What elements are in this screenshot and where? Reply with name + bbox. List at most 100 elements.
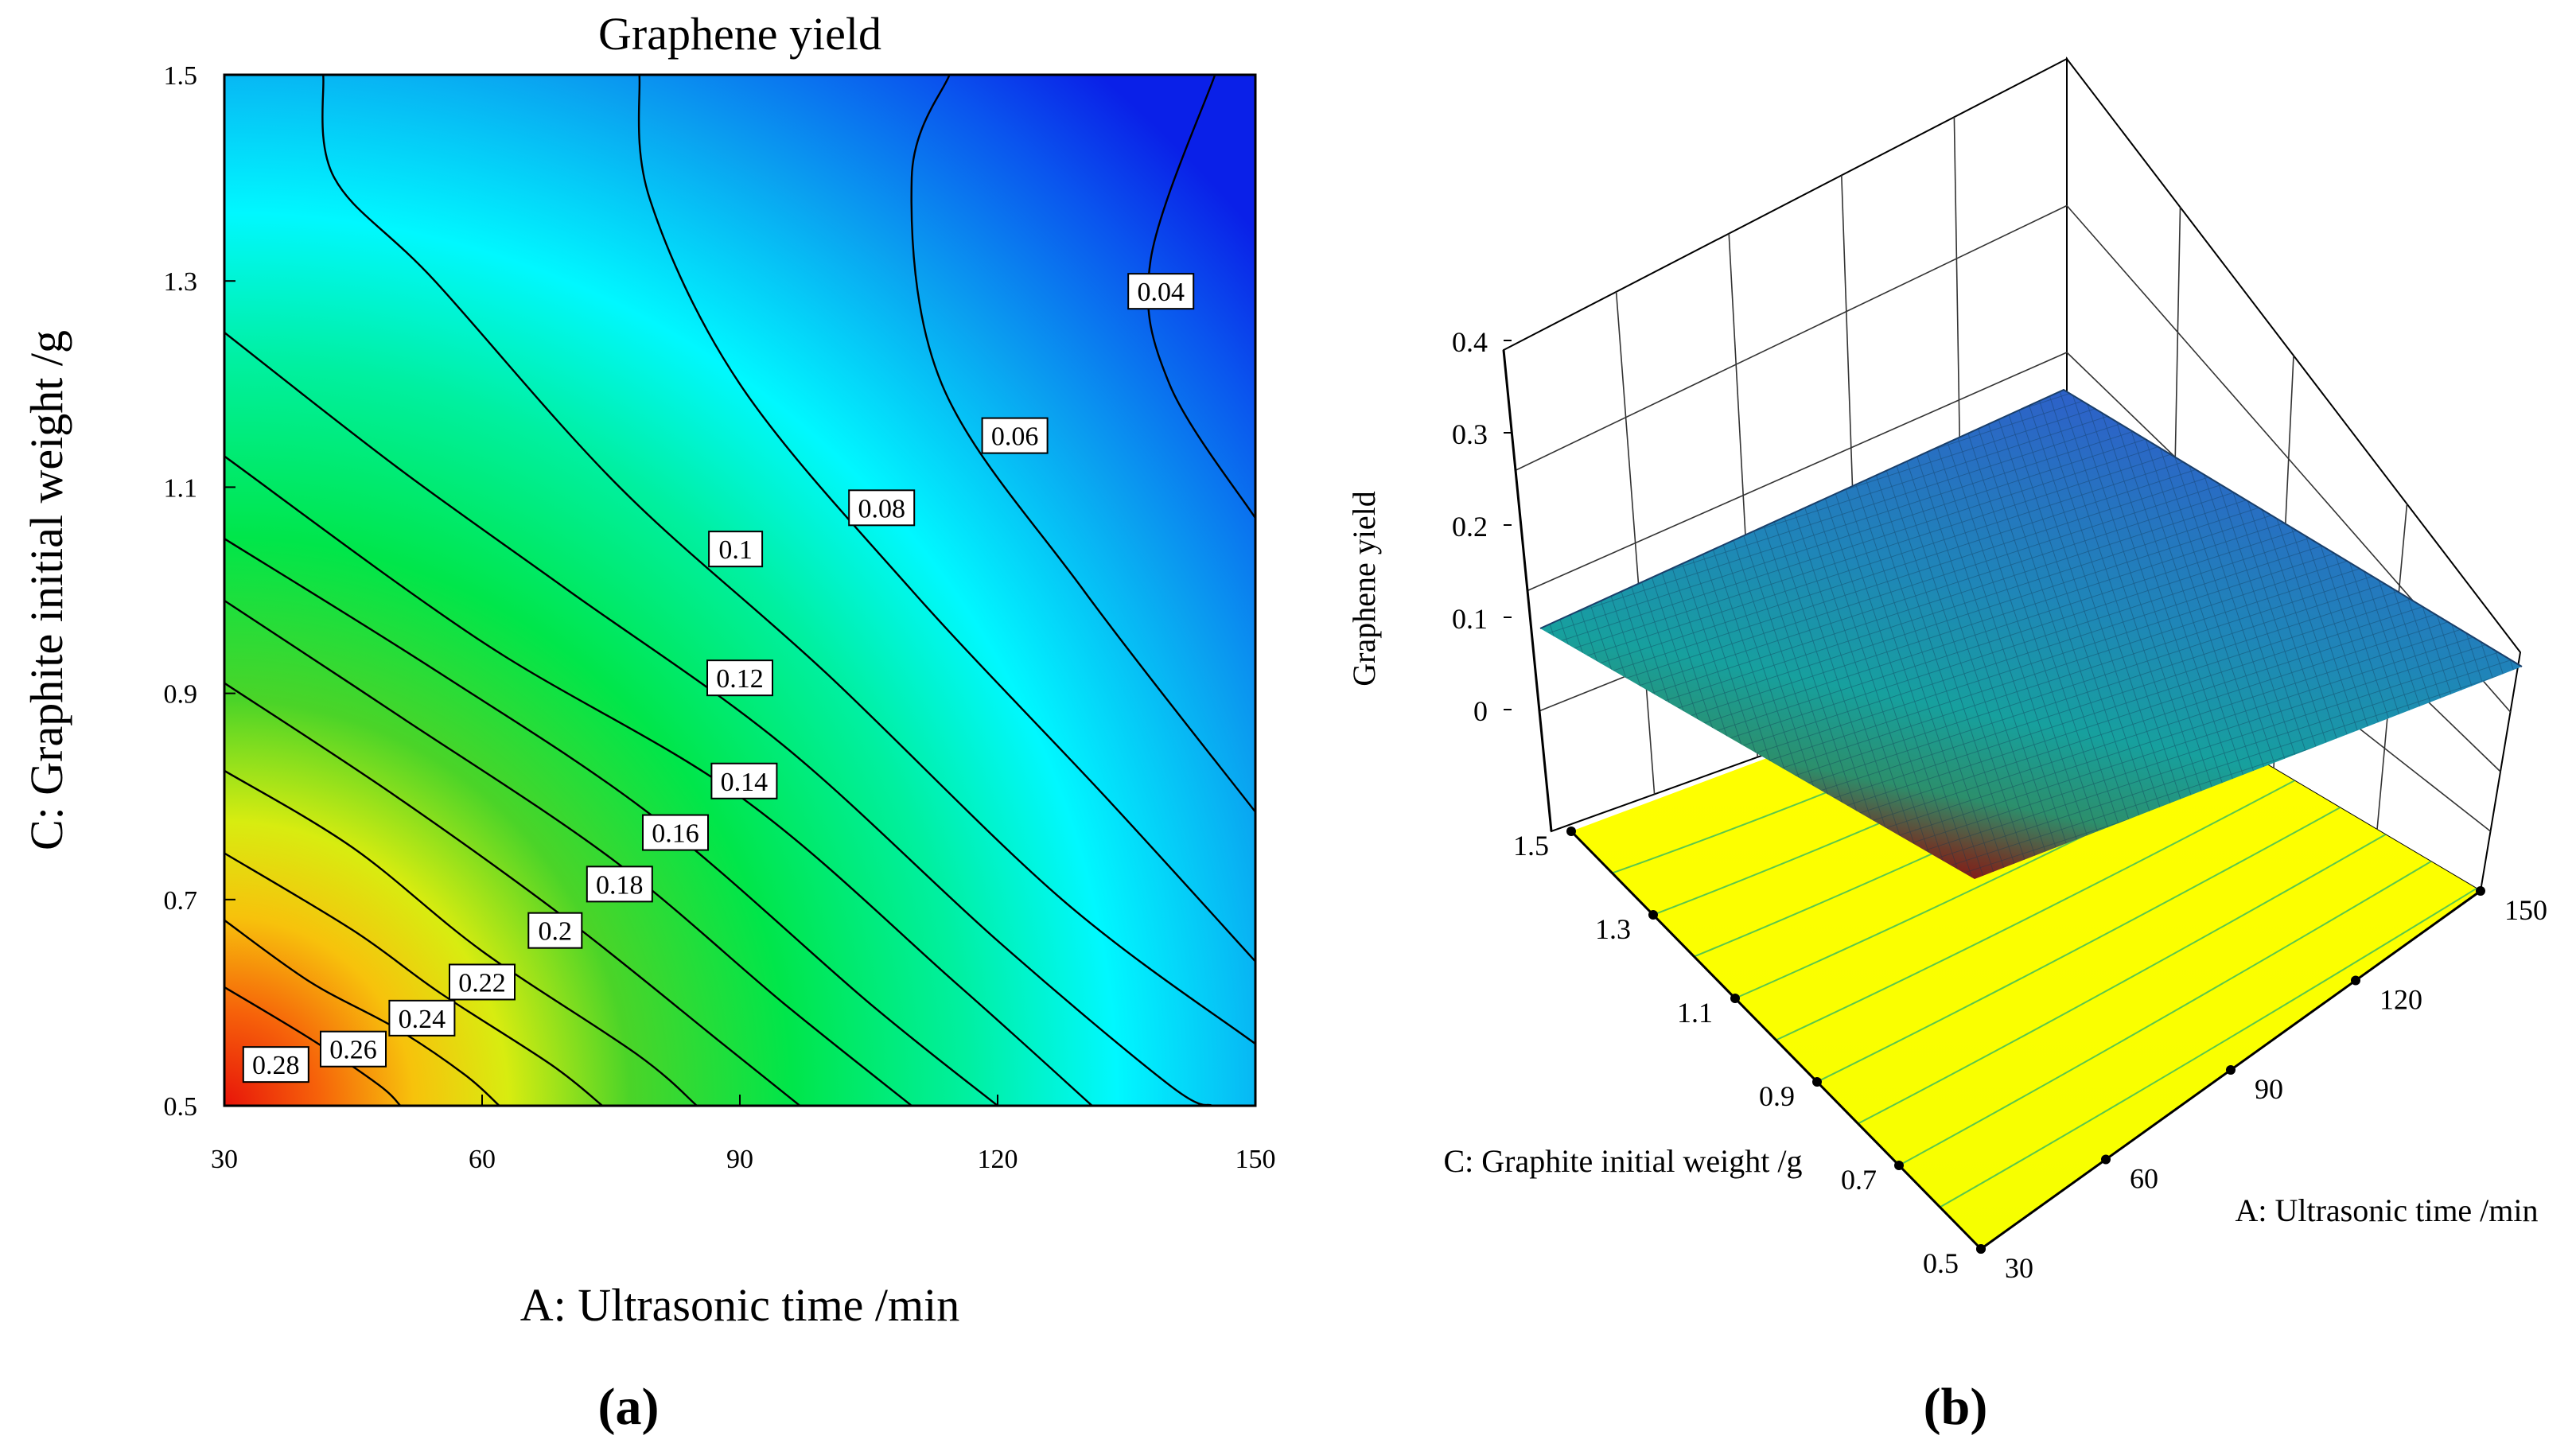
contour-label-text: 0.22 [458,968,506,998]
c-tick-label: 0.5 [1923,1247,1959,1279]
contour-label-box [1127,273,1195,310]
c-axis-ticks-b: 1.5 1.3 1.1 0.9 0.7 0.5 [1513,827,1986,1279]
a-tick-label: 60 [2130,1163,2158,1195]
z-tick-label: 0 [1473,695,1488,727]
wall-grid-line [1515,204,2068,471]
a-tick-dot [2351,975,2360,986]
contour-line-0.2 [224,682,801,1106]
contour-label-box [848,489,916,527]
a-tick-dot [2101,1154,2111,1165]
x-tick-label: 150 [1235,1145,1276,1174]
contour-line-0.04 [1146,75,1255,519]
contour-line-0.16 [224,538,998,1106]
z-axis-line [1502,349,1553,832]
contour-label-box [586,865,653,903]
z-tick-label: 0.4 [1452,326,1488,358]
y-tick-label: 0.7 [164,886,198,916]
contour-label-0.28: 0.28 [242,1046,309,1083]
contour-label-text: 0.2 [539,917,573,947]
c-tick-label: 1.5 [1513,830,1549,862]
a-tick-label: 150 [2504,894,2547,926]
contour-line-0.24 [224,852,603,1106]
contour-label-0.04: 0.04 [1127,273,1195,310]
y-tick-label: 0.9 [164,680,198,710]
y-tick-label: 0.5 [164,1092,198,1122]
contour-label-text: 0.24 [399,1005,446,1034]
contour-label-box [710,762,778,799]
a-tick-dot [1976,1244,1986,1254]
floor-response-plane [1571,646,2481,1249]
contour-labels: 0.04 0.06 0.08 0.1 0.12 0.14 0.16 0.18 0.2 0.22 0.… [242,273,1195,1083]
contour-line-0.06 [910,75,1255,813]
y-axis-label-a: C: Graphite initial weight /g [21,330,72,850]
x-tick-label: 60 [469,1145,496,1174]
contour-label-0.24: 0.24 [388,999,456,1037]
c-tick-dot [1812,1077,1822,1087]
contour-label-box [320,1030,387,1068]
surface-panel-b: 0 0.1 0.2 0.3 0.4 1.5 1.3 1.1 0.9 0.7 0.5 30 60 90 1… [1346,56,2547,1436]
contour-label-text: 0.18 [596,870,644,900]
y-tick-label: 1.1 [164,473,198,503]
contour-line-0.12 [224,332,1213,1106]
contour-line-0.18 [224,599,912,1106]
contour-panel-a: Graphene yield 0.040.060.080.10.120.140.… [21,8,1276,1436]
z-tick-label: 0.3 [1452,418,1488,450]
floor-contour-line [1816,807,2341,1083]
contour-heatmap-fill [224,75,1255,1106]
a-axis-ticks-b: 30 60 90 120 150 [1976,886,2547,1284]
contour-label-box [706,659,773,697]
z-tick-label: 0.2 [1452,511,1488,543]
contour-label-0.22: 0.22 [449,963,516,1001]
z-axis-ticks-b: 0 0.1 0.2 0.3 0.4 [1452,326,1512,727]
panel-label-b: (b) [1924,1378,1988,1436]
y-tick-label: 1.3 [164,267,198,297]
c-tick-label: 0.9 [1759,1080,1795,1112]
x-axis-label-a: A: Ultrasonic time /min [520,1279,960,1331]
c-tick-label: 1.3 [1595,913,1631,945]
x-tick-label: 30 [211,1145,238,1174]
z-axis-label-b: Graphene yield [1346,491,1382,686]
contour-line-0.08 [637,75,1255,963]
x-axis-ticks-a: 30 60 90 120 150 [211,1095,1276,1174]
contour-label-box [242,1046,309,1083]
contour-label-0.14: 0.14 [710,762,778,799]
y-tick-label: 1.5 [164,61,198,91]
a-axis-label-b: A: Ultrasonic time /min [2235,1192,2538,1228]
contour-label-text: 0.12 [716,664,764,694]
a-tick-dot [2476,886,2485,896]
contour-label-text: 0.06 [991,422,1039,452]
chart-a-title: Graphene yield [598,8,881,60]
contour-label-box [388,999,456,1037]
contour-label-text: 0.08 [858,494,905,523]
surface-edge [1539,388,2523,667]
c-axis-line [1570,830,1983,1251]
contour-label-text: 0.26 [329,1036,377,1065]
contour-label-0.1: 0.1 [708,531,764,568]
c-tick-dot [1566,827,1576,836]
contour-label-0.08: 0.08 [848,489,916,527]
contour-label-0.2: 0.2 [527,912,583,949]
a-tick-dot [2226,1065,2236,1075]
wall-grid-line [1527,352,2068,592]
contour-label-box [642,814,709,851]
a-tick-label: 120 [2379,984,2422,1016]
a-tick-label: 90 [2255,1073,2283,1105]
contour-label-box [708,531,764,568]
c-tick-dot [1730,994,1740,1003]
c-tick-label: 1.1 [1677,997,1713,1029]
z-tick-label: 0.1 [1452,603,1488,635]
panel-label-a: (a) [598,1378,660,1436]
contour-label-0.18: 0.18 [586,865,653,903]
x-tick-label: 90 [726,1145,753,1174]
contour-label-0.06: 0.06 [981,417,1049,454]
floor-contour-line [1940,888,2477,1208]
contour-line-0.22 [224,769,698,1106]
contour-label-0.16: 0.16 [642,814,709,851]
response-surface-mesh [1540,390,2522,879]
y-axis-ticks-a: 0.5 0.7 0.9 1.1 1.3 1.5 [164,61,235,1122]
contour-line-0.26 [224,919,500,1106]
contour-label-box [449,963,516,1001]
c-tick-dot [1894,1161,1904,1170]
floor-contour-line [1898,861,2432,1166]
